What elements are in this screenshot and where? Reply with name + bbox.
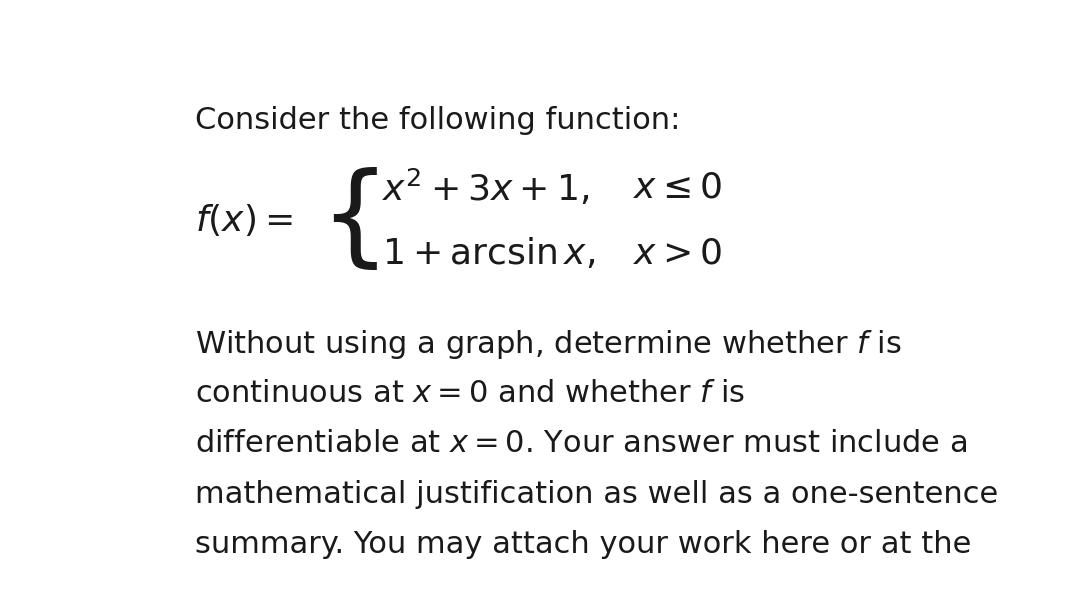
Text: mathematical justification as well as a one-sentence: mathematical justification as well as a … — [195, 480, 999, 509]
Text: $1 + \arcsin x,$: $1 + \arcsin x,$ — [382, 236, 595, 271]
Text: continuous at $x = 0$ and whether $f$ is: continuous at $x = 0$ and whether $f$ is — [195, 379, 745, 408]
Text: $x^2 + 3x + 1,$: $x^2 + 3x + 1,$ — [382, 168, 589, 208]
Text: $x \leq 0$: $x \leq 0$ — [633, 171, 723, 205]
Text: Consider the following function:: Consider the following function: — [195, 106, 680, 135]
Text: differentiable at $x = 0$. Your answer must include a: differentiable at $x = 0$. Your answer m… — [195, 429, 968, 458]
Text: $x > 0$: $x > 0$ — [633, 236, 723, 270]
Text: summary. You may attach your work here or at the: summary. You may attach your work here o… — [195, 530, 972, 559]
Text: $\{$: $\{$ — [319, 167, 378, 274]
Text: $f(x) =$: $f(x) =$ — [195, 202, 293, 238]
Text: Without using a graph, determine whether $f$ is: Without using a graph, determine whether… — [195, 328, 902, 361]
